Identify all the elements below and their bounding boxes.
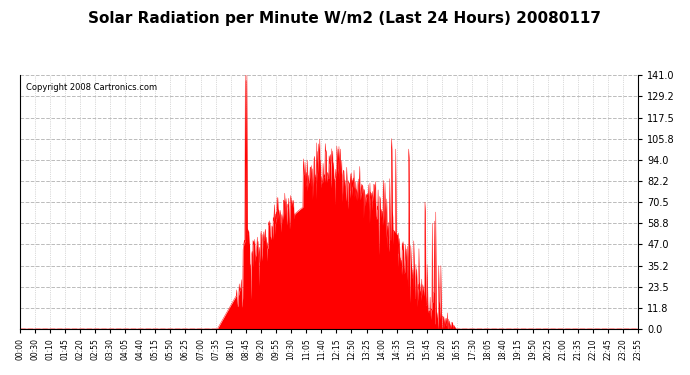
Text: Solar Radiation per Minute W/m2 (Last 24 Hours) 20080117: Solar Radiation per Minute W/m2 (Last 24… [88, 11, 602, 26]
Text: Copyright 2008 Cartronics.com: Copyright 2008 Cartronics.com [26, 83, 157, 92]
